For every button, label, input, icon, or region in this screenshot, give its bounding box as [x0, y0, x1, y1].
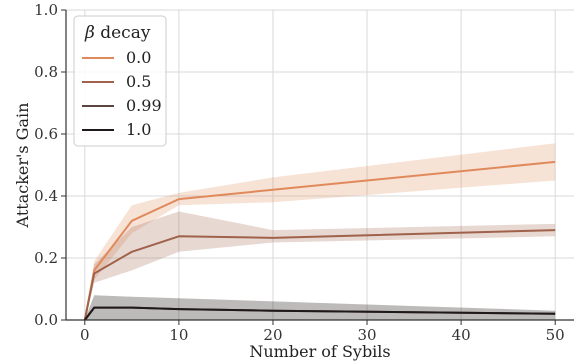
x-tick-label-50: 50 — [546, 326, 565, 344]
x-tick-label-40: 40 — [452, 326, 471, 344]
legend-title-text: decay — [95, 23, 151, 43]
band-series-1.0 — [84, 295, 556, 320]
y-tick-label-0.4: 0.4 — [34, 187, 58, 205]
line-series-0.5 — [83, 229, 556, 321]
x-tick-label-10: 10 — [169, 326, 188, 344]
confidence-bands — [84, 143, 556, 320]
legend-label-1.0: 1.0 — [126, 120, 151, 139]
legend-label-0.99: 0.99 — [126, 96, 162, 115]
band-series-0.0 — [84, 143, 556, 320]
legend-label-0.5: 0.5 — [126, 72, 151, 91]
series-lines — [83, 160, 556, 321]
y-tick-label-1: 1.0 — [34, 1, 58, 19]
y-tick-label-0.6: 0.6 — [34, 125, 58, 143]
x-tick-label-0: 0 — [80, 326, 90, 344]
x-tick-label-20: 20 — [263, 326, 282, 344]
y-tick-label-0: 0.0 — [34, 311, 58, 329]
x-axis-label: Number of Sybils — [249, 342, 390, 361]
y-tick-label-0.8: 0.8 — [34, 63, 58, 81]
axes — [61, 9, 574, 325]
legend-title-beta: β — [84, 23, 95, 43]
legend-items: 0.0 0.5 0.99 1.0 — [82, 48, 162, 139]
x-tick-label-30: 30 — [357, 326, 376, 344]
y-axis-label: Attacker's Gain — [13, 103, 32, 229]
band-series-0.5 — [84, 211, 556, 320]
legend-title: β decay — [84, 23, 151, 43]
legend: β decay 0.0 0.5 0.99 1.0 — [73, 15, 167, 147]
x-tick-labels: 0 10 20 30 40 50 — [80, 326, 565, 344]
band-series-0.99 — [84, 295, 556, 320]
y-tick-label-0.2: 0.2 — [34, 249, 58, 267]
y-tick-labels: 0.0 0.2 0.4 0.6 0.8 1.0 — [34, 1, 58, 329]
line-series-1.0 — [84, 306, 556, 321]
legend-box — [73, 15, 167, 147]
legend-label-0.0: 0.0 — [126, 48, 151, 67]
